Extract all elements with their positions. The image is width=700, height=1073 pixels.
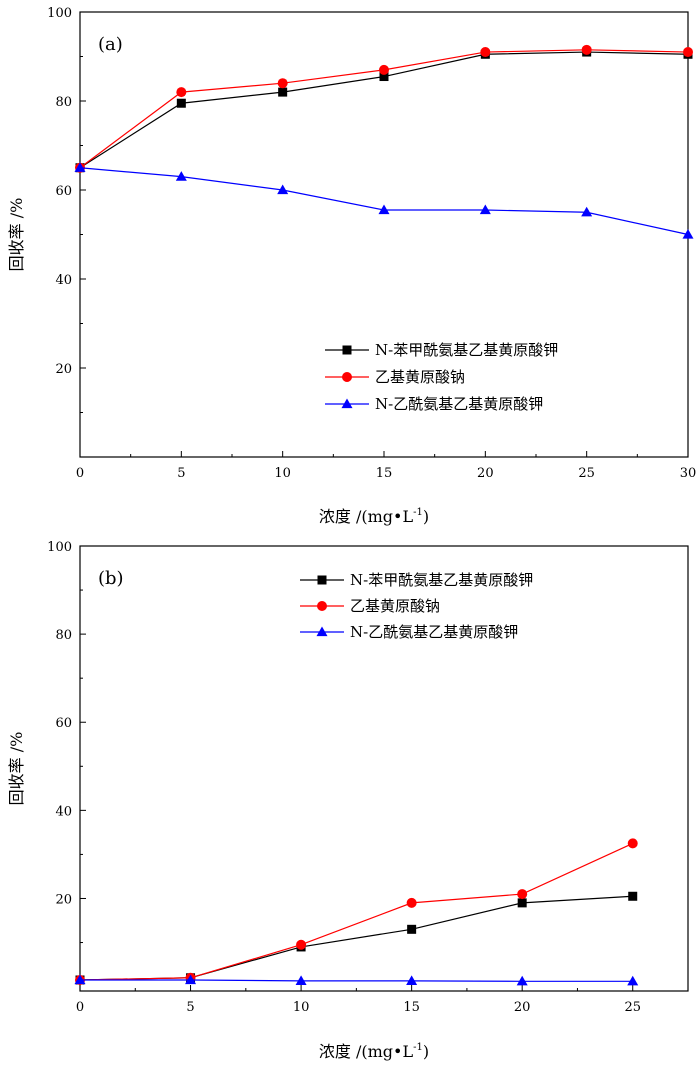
data-point — [378, 204, 390, 215]
x-tick-label: 5 — [177, 466, 185, 481]
x-tick-label: 0 — [76, 466, 84, 481]
data-point — [627, 975, 639, 986]
data-point — [407, 924, 417, 934]
series-3 — [74, 162, 694, 239]
data-point — [480, 47, 491, 58]
legend-entry-label: N-乙酰氨基乙基黄原酸钾 — [375, 395, 543, 413]
x-tick-label: 25 — [624, 1000, 641, 1015]
data-point — [627, 838, 638, 849]
x-tick-label: 10 — [274, 466, 291, 481]
data-point — [479, 204, 491, 215]
x-tick-label: 0 — [76, 1000, 84, 1015]
plot-frame — [79, 545, 689, 992]
data-point — [296, 939, 307, 950]
x-tick-label: 20 — [514, 1000, 531, 1015]
series-line — [80, 979, 633, 982]
legend-entry-label: 乙基黄原酸钠 — [375, 368, 465, 386]
data-point — [185, 974, 197, 985]
data-point — [175, 171, 187, 181]
legend-marker — [317, 575, 327, 585]
legend-entry-label: 乙基黄原酸钠 — [350, 597, 440, 615]
x-tick-label: 15 — [403, 1000, 420, 1015]
y-tick-label: 40 — [55, 273, 72, 288]
data-point — [406, 897, 417, 908]
data-point — [683, 47, 693, 58]
panel-label: (a) — [98, 34, 123, 55]
chart-panel-2: 0 5 10 15 20 25 20 40 60 80 100 (b) 浓度 /(mg•L-1) 回收率 … — [7, 540, 689, 1061]
series-1 — [75, 891, 638, 985]
x-tick-label: 10 — [293, 1000, 310, 1015]
data-point — [581, 44, 592, 55]
data-point — [277, 184, 289, 195]
series-3 — [74, 974, 639, 986]
series-line — [79, 842, 633, 981]
x-tick-label: 5 — [186, 1000, 194, 1015]
y-tick-label: 20 — [55, 892, 72, 907]
data-point — [516, 975, 528, 986]
y-axis-label: 回收率 /% — [7, 198, 26, 272]
data-point — [379, 64, 389, 75]
x-axis-label: 浓度 /(mg•L-1) — [319, 1042, 429, 1061]
data-point — [176, 87, 187, 98]
data-point — [581, 206, 593, 217]
legend-entry-label: N-乙酰氨基乙基黄原酸钾 — [350, 623, 518, 641]
y-tick-label: 60 — [55, 184, 72, 199]
data-point — [628, 891, 638, 901]
data-point — [74, 974, 86, 985]
data-point — [379, 72, 389, 82]
data-point — [278, 87, 288, 97]
series-line — [79, 167, 689, 236]
data-point — [176, 98, 186, 108]
series-line — [79, 895, 633, 981]
chart-panel-1: 0 5 10 15 20 25 30 20 40 60 80 100 (a) 浓度 /(mg•L-1) 回收… — [7, 6, 696, 526]
series-2 — [75, 44, 693, 173]
data-point — [295, 975, 307, 985]
y-tick-label: 80 — [55, 95, 72, 110]
legend-marker — [316, 626, 328, 637]
series-2 — [75, 838, 638, 985]
data-point — [682, 229, 694, 239]
data-point — [517, 898, 527, 908]
legend-entry-label: N-苯甲酰氨基乙基黄原酸钾 — [375, 341, 558, 359]
y-axis-label: 回收率 /% — [7, 732, 26, 806]
data-point — [517, 889, 528, 900]
y-tick-label: 40 — [55, 804, 72, 819]
y-tick-label: 20 — [55, 362, 72, 377]
y-tick-label: 100 — [47, 540, 72, 555]
legend-marker — [342, 372, 352, 382]
x-tick-label: 20 — [477, 466, 494, 481]
x-tick-label: 30 — [680, 466, 697, 481]
y-tick-label: 80 — [55, 628, 72, 643]
data-point — [277, 78, 288, 89]
data-point — [74, 162, 86, 172]
legend-marker — [341, 398, 353, 409]
y-tick-label: 60 — [55, 716, 72, 731]
x-axis-label: 浓度 /(mg•L-1) — [319, 507, 429, 526]
panel-label: (b) — [98, 568, 124, 589]
x-tick-label: 25 — [578, 466, 595, 481]
legend-marker — [342, 345, 352, 355]
data-point — [406, 975, 418, 985]
legend-marker — [317, 601, 327, 611]
legend-entry-label: N-苯甲酰氨基乙基黄原酸钾 — [350, 571, 533, 589]
x-tick-label: 15 — [376, 466, 393, 481]
y-tick-label: 100 — [47, 6, 72, 21]
